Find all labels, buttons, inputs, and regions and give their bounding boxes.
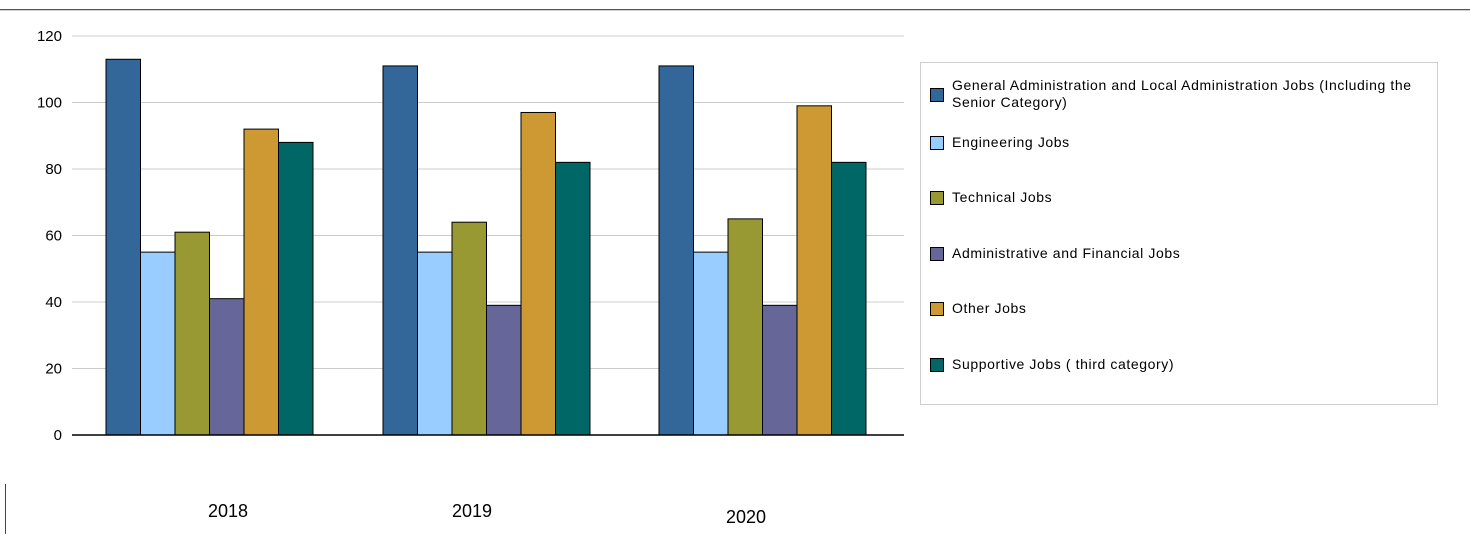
top-border-shadow <box>0 10 1470 11</box>
bar <box>555 161 591 436</box>
legend-label: Administrative and Financial Jobs <box>952 245 1181 261</box>
legend-swatch <box>930 302 944 316</box>
y-tick-label: 120 <box>37 28 62 45</box>
legend-item-engineering: Engineering Jobs <box>930 134 1422 151</box>
y-tick-label: 20 <box>45 361 62 378</box>
bar <box>278 141 314 436</box>
legend-item-technical: Technical Jobs <box>930 189 1422 206</box>
legend-item-other: Other Jobs <box>930 300 1422 317</box>
bar <box>417 251 453 436</box>
legend: General Administration and Local Adminis… <box>920 62 1438 405</box>
bar <box>520 111 556 436</box>
bar <box>243 128 279 436</box>
y-tick-label: 80 <box>45 161 62 178</box>
y-tick-label: 60 <box>45 228 62 245</box>
legend-label: General Administration and Local Adminis… <box>952 77 1412 110</box>
legend-swatch <box>930 358 944 372</box>
bar <box>658 65 694 436</box>
bar-chart: 0 20 40 60 80 100 120 <box>37 28 904 444</box>
left-border-line <box>5 484 6 534</box>
bar <box>727 218 763 436</box>
legend-label: Engineering Jobs <box>952 134 1070 150</box>
legend-swatch <box>930 191 944 205</box>
bar <box>762 304 798 436</box>
bar <box>140 251 176 436</box>
legend-label: Technical Jobs <box>952 189 1053 205</box>
legend-item-administrative-financial: Administrative and Financial Jobs <box>930 245 1422 262</box>
legend-swatch <box>930 247 944 261</box>
x-tick-label-2020: 2020 <box>725 507 767 527</box>
bar <box>693 251 729 436</box>
legend-label: Other Jobs <box>952 300 1027 316</box>
legend-swatch <box>930 136 944 150</box>
x-tick-label-2018: 2018 <box>207 501 249 521</box>
x-tick-label-2019: 2019 <box>451 501 493 521</box>
bar <box>451 221 487 436</box>
legend-item-general-administration: General Administration and Local Adminis… <box>930 77 1422 111</box>
y-tick-label: 40 <box>45 294 62 311</box>
top-border-line <box>0 9 1470 10</box>
legend-swatch <box>930 88 944 102</box>
bars <box>105 58 867 436</box>
bar <box>105 58 141 436</box>
bar <box>831 161 867 436</box>
y-tick-label: 100 <box>37 95 62 112</box>
bar <box>382 65 418 436</box>
y-axis-ticks: 0 20 40 60 80 100 120 <box>37 28 62 444</box>
legend-label: Supportive Jobs ( third category) <box>952 356 1175 372</box>
bar <box>486 304 522 436</box>
bar <box>174 231 210 436</box>
legend-item-supportive: Supportive Jobs ( third category) <box>930 356 1422 373</box>
bar <box>796 105 832 436</box>
y-tick-label: 0 <box>54 427 62 444</box>
bar <box>209 298 245 436</box>
